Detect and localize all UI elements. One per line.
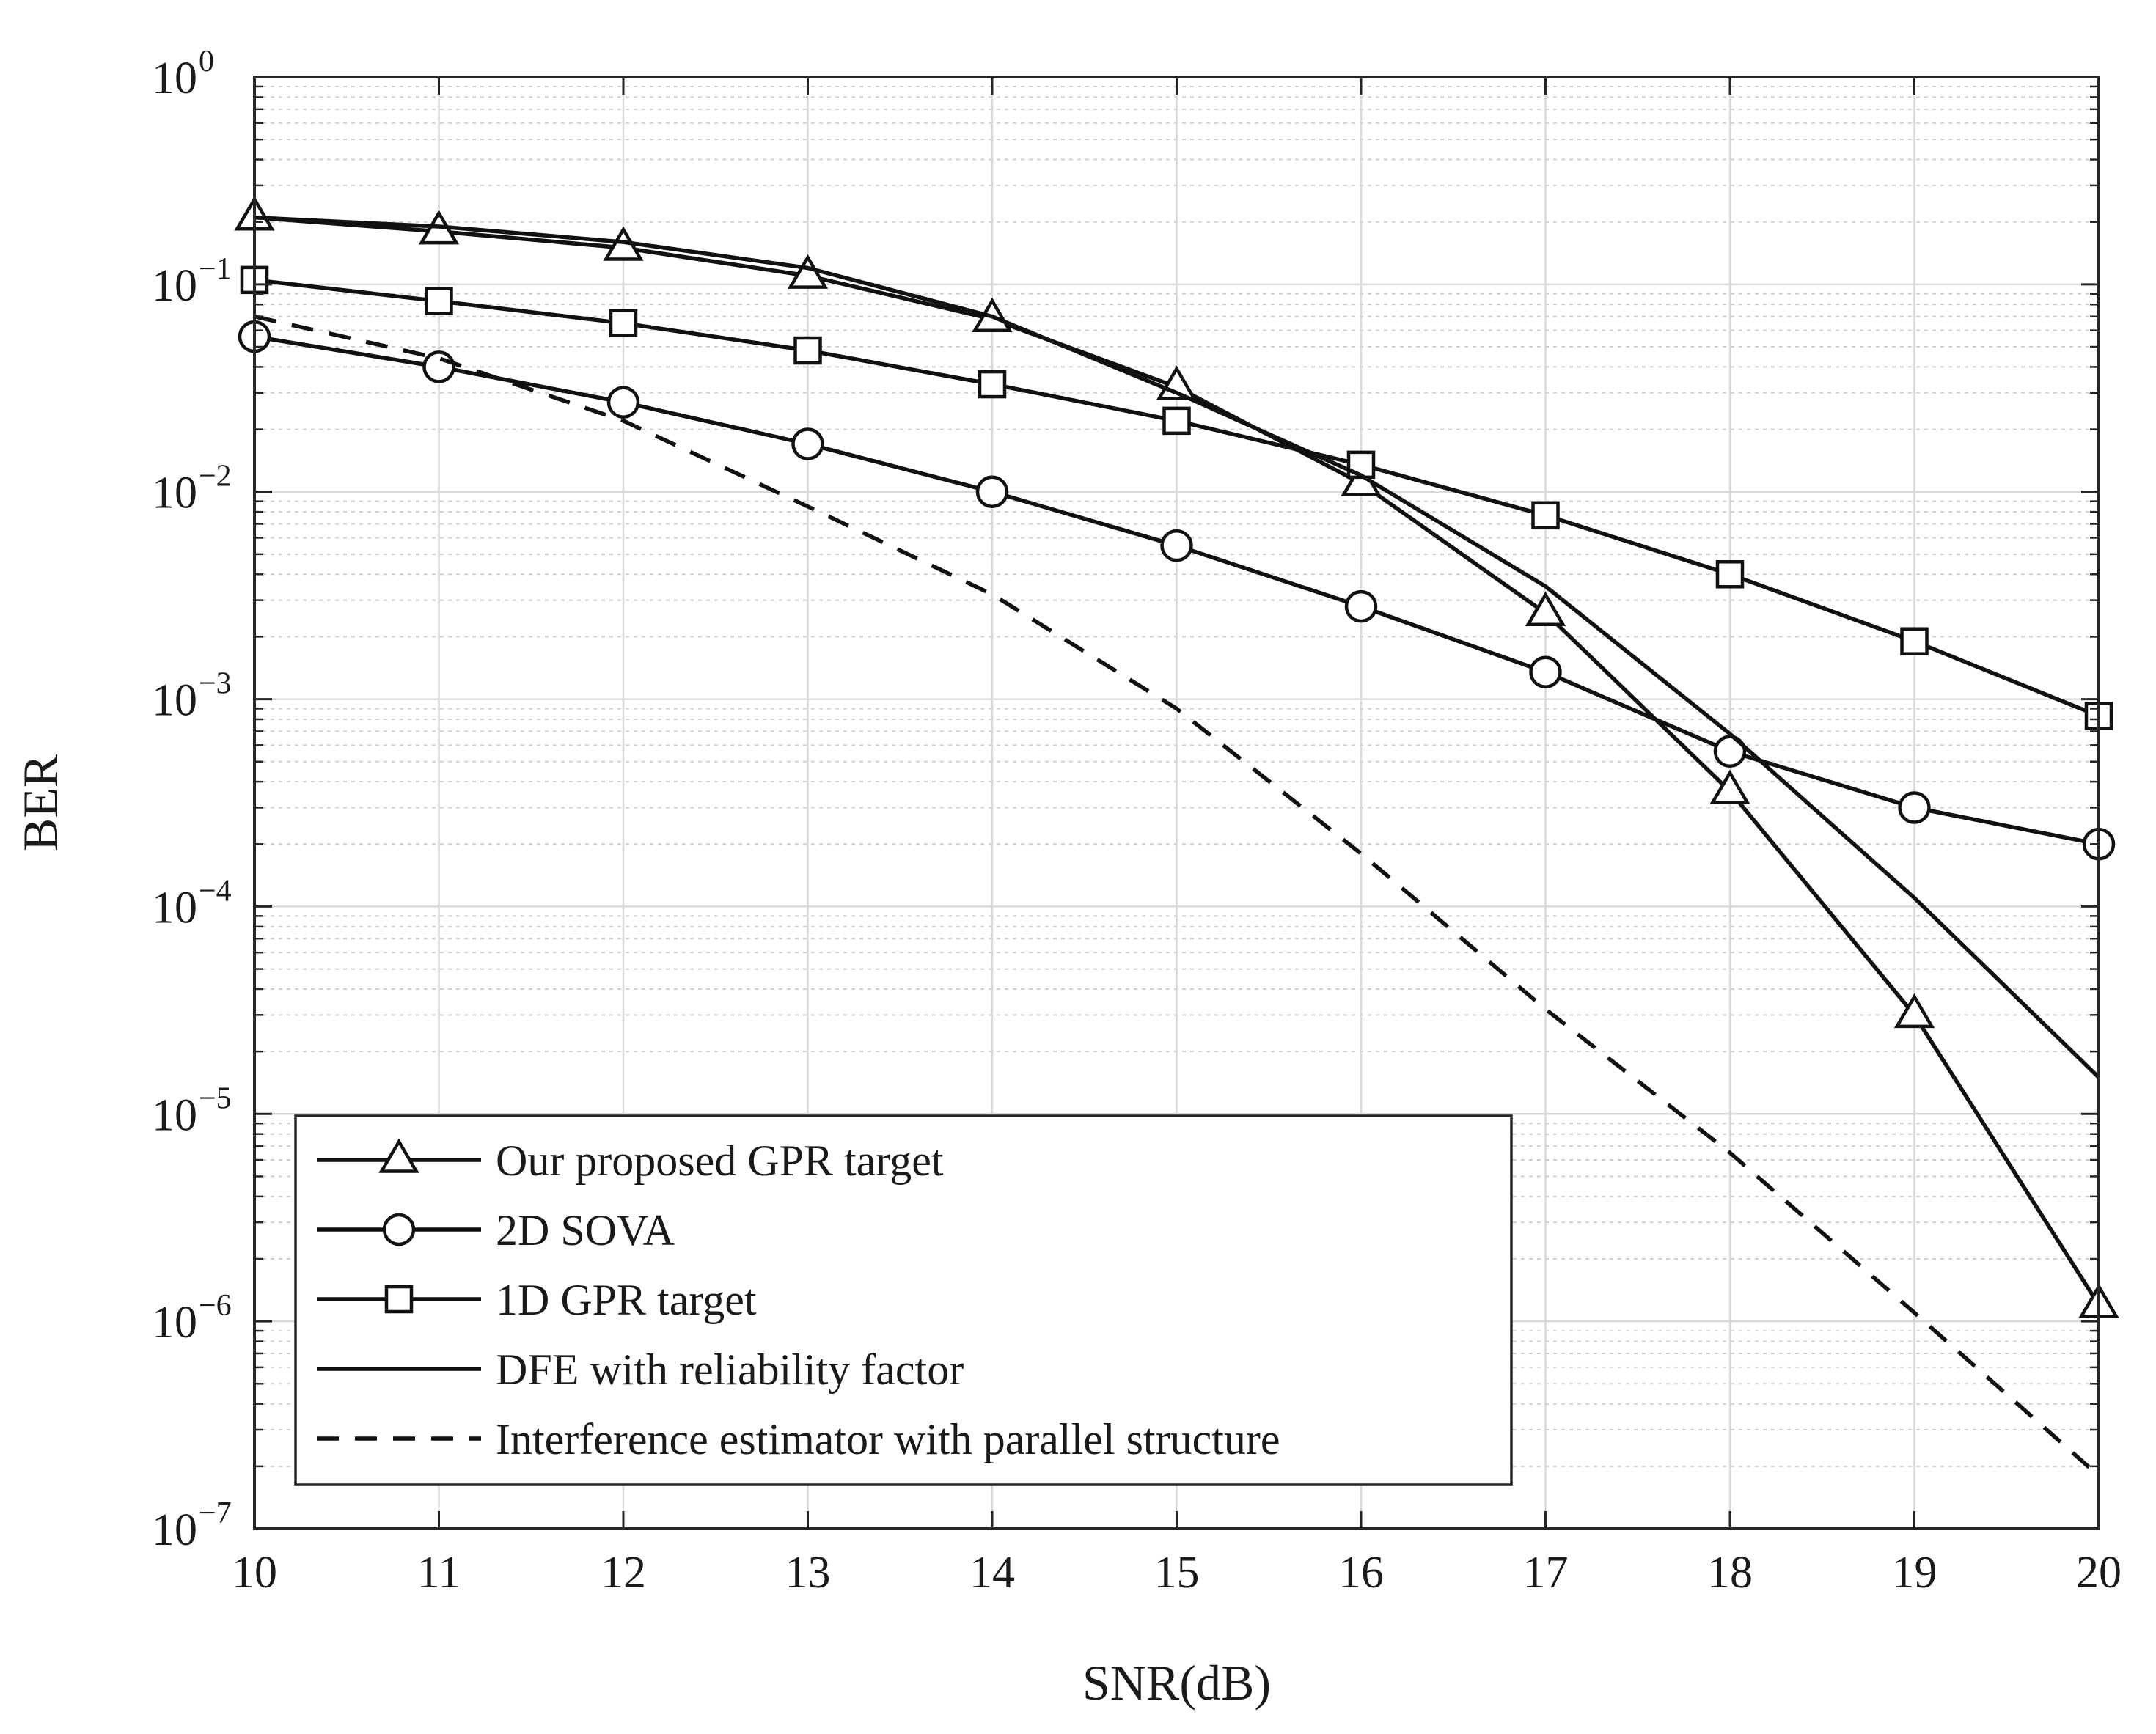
y-axis-label: BER <box>12 754 68 851</box>
data-point-circle <box>1713 735 1747 768</box>
x-tick-label: 17 <box>1523 1548 1569 1598</box>
legend-label-3: DFE with reliability factor <box>496 1345 964 1394</box>
data-point-circle <box>1898 791 1931 824</box>
legend-label-0: Our proposed GPR target <box>496 1136 944 1185</box>
x-tick-label: 12 <box>601 1548 646 1598</box>
legend-label-1: 2D SOVA <box>496 1206 675 1254</box>
y-tick-exponent: −1 <box>199 252 232 286</box>
x-tick-label: 16 <box>1338 1548 1384 1598</box>
y-tick-exponent: −6 <box>199 1289 232 1323</box>
data-point-circle <box>1344 589 1378 623</box>
data-point-circle <box>975 475 1009 508</box>
legend-marker-triangle <box>378 1138 419 1173</box>
series-line-4 <box>254 315 2100 1477</box>
x-tick-label: 13 <box>785 1548 831 1598</box>
series-line-3 <box>254 215 2100 1079</box>
legend-box <box>294 1114 1513 1486</box>
data-point-square <box>978 370 1007 399</box>
data-point-circle <box>791 427 824 460</box>
x-tick-label: 19 <box>1892 1548 1937 1598</box>
data-point-triangle <box>1893 993 1935 1029</box>
data-point-square <box>1531 501 1560 530</box>
data-point-triangle <box>1709 769 1750 804</box>
legend-marker-square <box>384 1285 414 1314</box>
data-point-circle <box>1160 529 1193 562</box>
data-point-square <box>793 336 822 365</box>
y-tick-label: 10 <box>152 1090 197 1140</box>
data-point-circle <box>422 350 455 383</box>
x-tick-label: 18 <box>1707 1548 1753 1598</box>
y-tick-label: 10 <box>152 676 197 726</box>
ticks <box>253 76 2100 1530</box>
y-tick-exponent: −5 <box>199 1081 232 1115</box>
y-tick-label: 10 <box>152 1505 197 1555</box>
y-tick-exponent: −7 <box>199 1496 232 1530</box>
data-point-square <box>425 287 453 315</box>
data-point-circle <box>606 386 640 419</box>
y-tick-label: 10 <box>152 883 197 933</box>
data-point-circle <box>1529 655 1562 688</box>
data-point-square <box>1162 406 1191 436</box>
y-tick-label: 10 <box>152 261 197 311</box>
legend-marker-circle <box>382 1213 416 1246</box>
y-tick-label: 10 <box>152 469 197 518</box>
y-tick-exponent: 0 <box>199 45 214 78</box>
x-tick-label: 20 <box>2076 1548 2122 1598</box>
legend: Our proposed GPR target 2D SOVA 1D GPR tar… <box>294 1114 1513 1486</box>
y-tick-exponent: −3 <box>199 667 232 701</box>
x-tick-label: 11 <box>417 1548 461 1598</box>
x-tick-label: 10 <box>232 1548 277 1598</box>
y-tick-label: 10 <box>152 1298 197 1348</box>
data-point-square <box>1715 560 1745 589</box>
x-axis-label: SNR(dB) <box>1082 1655 1271 1711</box>
y-tick-label: 10 <box>152 54 197 103</box>
x-tick-label: 14 <box>969 1548 1015 1598</box>
legend-label-4: Interference estimator with parallel str… <box>496 1415 1280 1463</box>
y-tick-exponent: −4 <box>199 874 232 908</box>
data-point-square <box>1900 627 1929 655</box>
legend-label-2: 1D GPR target <box>496 1276 757 1324</box>
data-point-square <box>609 309 638 338</box>
data-point-triangle <box>1525 591 1566 626</box>
x-tick-label: 15 <box>1154 1548 1200 1598</box>
y-tick-exponent: −2 <box>199 460 232 493</box>
